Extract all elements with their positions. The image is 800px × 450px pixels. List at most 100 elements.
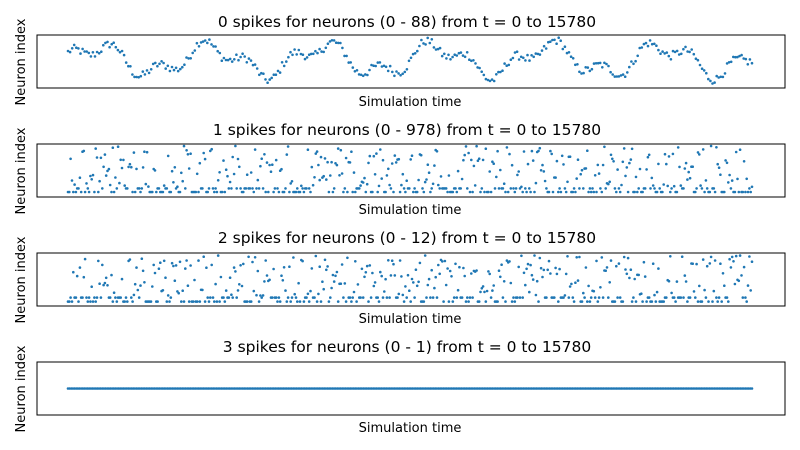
spike-point	[178, 260, 182, 264]
spike-point	[746, 284, 750, 287]
spike-point	[170, 65, 174, 69]
spike-point	[255, 187, 258, 190]
spike-point	[378, 61, 382, 64]
spike-point	[460, 296, 464, 299]
spike-point	[400, 183, 403, 187]
spike-point	[514, 187, 518, 190]
spike-point	[490, 78, 494, 81]
spike-point	[355, 69, 359, 72]
spike-point	[603, 145, 606, 149]
spike-point	[522, 56, 525, 60]
spike-point	[551, 190, 555, 194]
spike-point	[319, 300, 323, 303]
spike-point	[642, 42, 646, 46]
spike-point	[307, 187, 311, 190]
spike-point	[329, 174, 332, 177]
spike-point	[310, 267, 314, 270]
spike-point	[314, 49, 317, 53]
spike-point	[137, 76, 140, 79]
spike-point	[103, 281, 107, 285]
spike-point	[126, 187, 129, 190]
spike-point	[331, 273, 335, 277]
spike-point	[265, 274, 269, 277]
spike-point	[181, 179, 184, 183]
spike-point	[530, 273, 534, 277]
spike-point	[218, 300, 221, 303]
spike-point	[352, 290, 356, 294]
spike-point	[626, 71, 629, 74]
spike-point	[422, 42, 425, 45]
spike-point	[707, 77, 710, 81]
spike-point	[166, 294, 170, 297]
spike-point	[455, 296, 459, 299]
spike-point	[233, 58, 236, 61]
spike-point	[426, 163, 430, 166]
spike-point	[584, 66, 587, 69]
spike-point	[470, 158, 473, 162]
spike-point	[75, 274, 79, 278]
spike-point	[436, 47, 440, 51]
spike-point	[709, 79, 712, 83]
spike-point	[666, 184, 669, 188]
spike-point	[390, 259, 394, 263]
spike-point	[742, 57, 745, 60]
spike-point	[413, 296, 416, 299]
spike-point	[621, 73, 625, 76]
spike-point	[314, 254, 318, 258]
spike-point	[375, 152, 378, 155]
spike-point	[499, 275, 502, 279]
spike-point	[93, 190, 96, 194]
spike-point	[425, 296, 428, 299]
spike-point	[285, 60, 288, 63]
spike-point	[236, 157, 240, 161]
spike-point	[658, 187, 661, 190]
spike-point	[224, 58, 228, 62]
spike-point	[580, 168, 584, 172]
spike-point	[173, 166, 177, 169]
spike-point	[228, 180, 232, 184]
spike-point	[504, 300, 507, 303]
spike-point	[104, 276, 108, 280]
spike-point	[540, 49, 544, 52]
spike-point	[335, 270, 339, 274]
spike-point	[569, 55, 573, 58]
spike-point	[155, 190, 158, 194]
spike-point	[604, 187, 607, 190]
spike-point	[99, 296, 103, 299]
spike-point	[682, 47, 685, 51]
spike-point	[675, 49, 679, 53]
spike-point	[557, 36, 560, 39]
spike-point	[131, 190, 134, 194]
spike-point	[373, 173, 377, 176]
spike-point	[215, 190, 219, 194]
spike-point	[98, 282, 101, 286]
spike-point	[276, 187, 279, 190]
spike-point	[332, 39, 336, 42]
spike-point	[197, 259, 200, 262]
spike-point	[564, 190, 568, 194]
spike-point	[531, 278, 535, 281]
spike-point	[273, 187, 277, 190]
spike-point	[328, 40, 332, 43]
spike-point	[395, 70, 398, 73]
spike-point	[266, 81, 269, 84]
spike-point	[733, 282, 737, 286]
spike-point	[499, 168, 502, 172]
spike-point	[593, 296, 597, 299]
spike-point	[176, 185, 179, 188]
spike-point	[323, 258, 327, 262]
spike-point	[404, 285, 407, 288]
spike-point	[132, 151, 136, 154]
spike-point	[612, 160, 615, 163]
spike-point	[388, 183, 391, 187]
spike-point	[334, 162, 337, 165]
spike-point	[561, 47, 565, 51]
spike-point	[69, 296, 72, 299]
spike-point	[372, 64, 375, 67]
spike-point	[278, 300, 282, 303]
spike-point	[201, 40, 205, 43]
spike-point	[299, 52, 303, 56]
spike-point	[401, 72, 405, 76]
spike-point	[546, 268, 549, 272]
spike-point	[216, 254, 220, 257]
